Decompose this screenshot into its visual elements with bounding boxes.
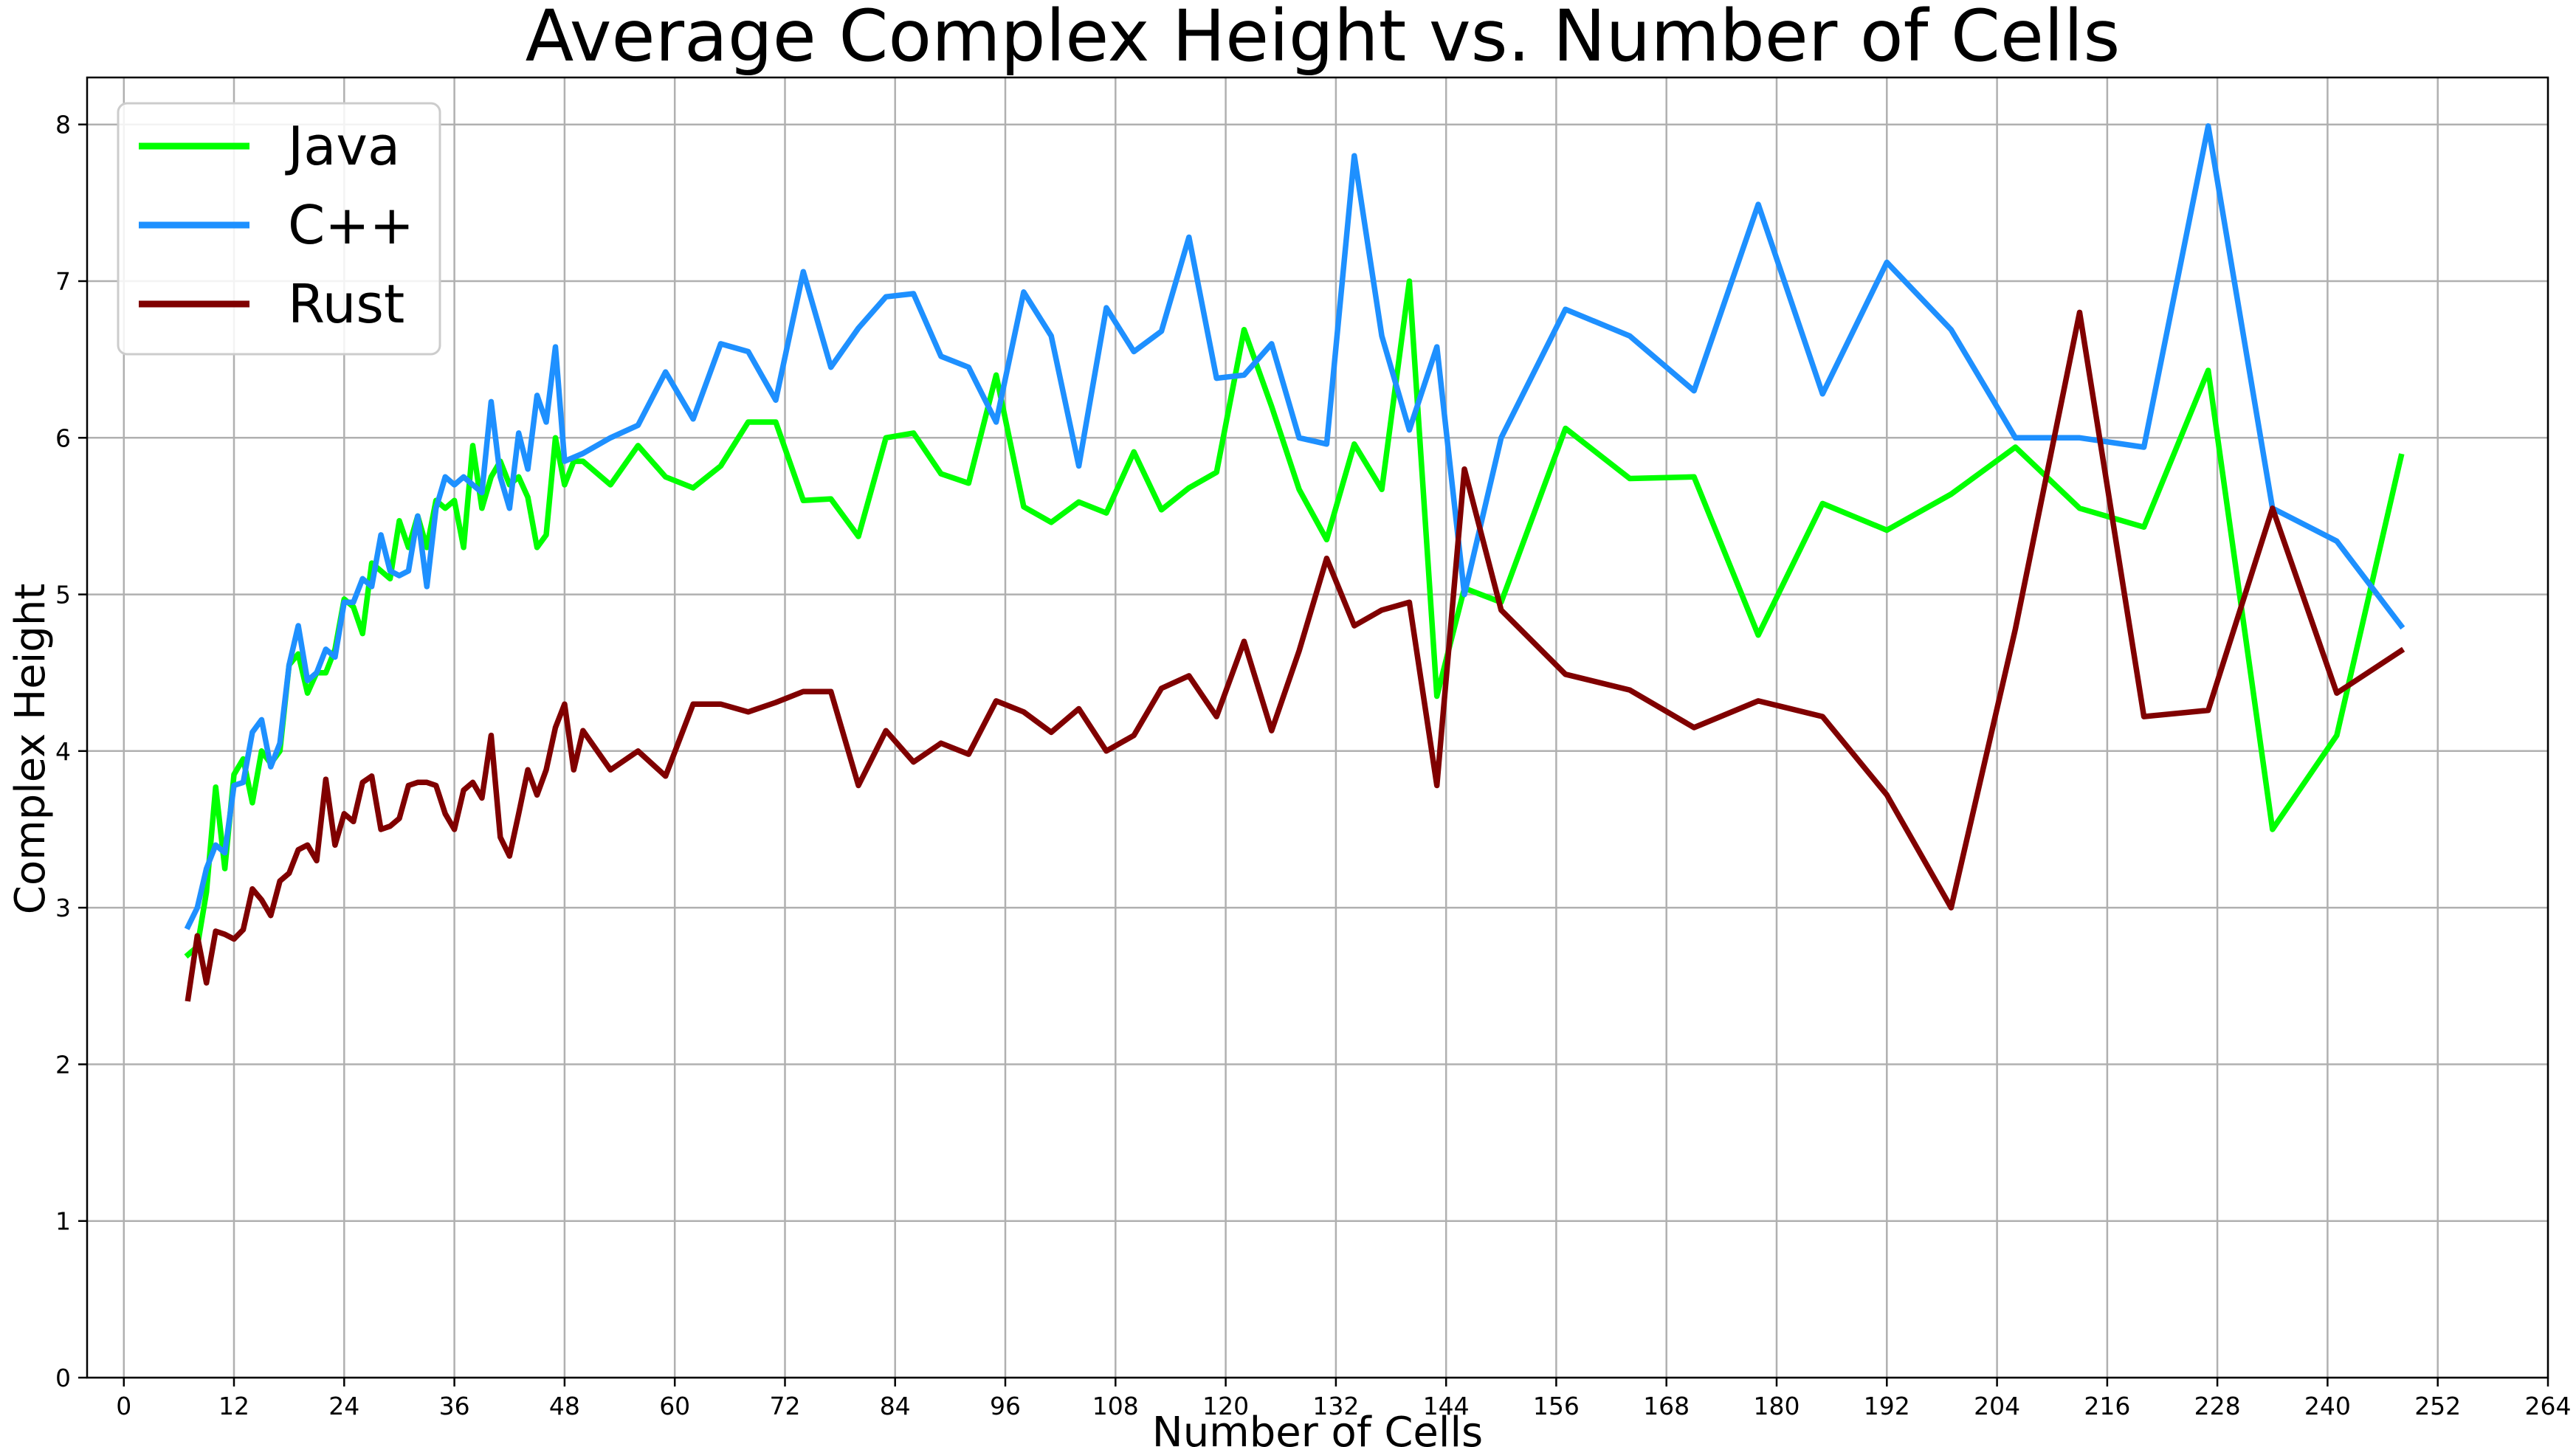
y-tick-label: 7 (55, 267, 71, 296)
x-tick-label: 252 (2414, 1392, 2461, 1420)
y-tick-label: 4 (55, 737, 71, 766)
y-tick-label: 6 (55, 424, 71, 452)
y-tick-label: 8 (55, 111, 71, 139)
legend-box (117, 102, 441, 356)
x-axis-label: Number of Cells (1152, 1409, 1483, 1447)
x-tick-label: 240 (2304, 1392, 2351, 1420)
x-tick-label: 0 (116, 1392, 131, 1420)
x-tick-label: 96 (990, 1392, 1021, 1420)
y-axis-ticks: 0 1 2 3 4 5 6 7 8 (55, 111, 87, 1392)
y-tick-label: 0 (55, 1364, 71, 1392)
series-line-rust (185, 309, 2405, 1002)
x-tick-label: 180 (1754, 1392, 1800, 1420)
legend-label-rust: Rust (288, 273, 404, 335)
x-tick-label: 12 (218, 1392, 249, 1420)
x-axis-ticks: 0 12 24 36 48 60 72 84 96 108 120 132 144 156 168 180 19… (116, 1378, 2572, 1420)
x-tick-label: 204 (1974, 1392, 2020, 1420)
x-tick-label: 60 (659, 1392, 690, 1420)
x-tick-label: 228 (2194, 1392, 2241, 1420)
x-tick-label: 156 (1533, 1392, 1580, 1420)
x-tick-label: 264 (2525, 1392, 2572, 1420)
legend-label-c: C++ (288, 194, 414, 256)
x-tick-label: 132 (1312, 1392, 1359, 1420)
x-tick-label: 144 (1423, 1392, 1470, 1420)
series-lines (184, 123, 2405, 1002)
x-tick-label: 168 (1643, 1392, 1690, 1420)
legend: Java C++ Rust (117, 102, 441, 356)
y-tick-label: 2 (55, 1050, 71, 1079)
x-tick-label: 72 (770, 1392, 801, 1420)
x-tick-label: 48 (549, 1392, 580, 1420)
y-tick-label: 5 (55, 581, 71, 609)
plot-frame (86, 76, 2549, 1379)
series-line-c (184, 123, 2405, 930)
x-tick-label: 216 (2084, 1392, 2130, 1420)
y-tick-label: 1 (55, 1207, 71, 1236)
x-tick-label: 120 (1202, 1392, 1249, 1420)
chart-title: Average Complex Height vs. Number of Cel… (526, 0, 2121, 77)
x-tick-label: 36 (439, 1392, 470, 1420)
x-tick-label: 24 (328, 1392, 359, 1420)
y-axis-label: Complex Height (7, 584, 55, 915)
x-tick-label: 108 (1092, 1392, 1139, 1420)
legend-label-java: Java (285, 115, 400, 177)
x-tick-label: 192 (1864, 1392, 1910, 1420)
y-tick-label: 3 (55, 894, 71, 922)
x-tick-label: 84 (880, 1392, 911, 1420)
